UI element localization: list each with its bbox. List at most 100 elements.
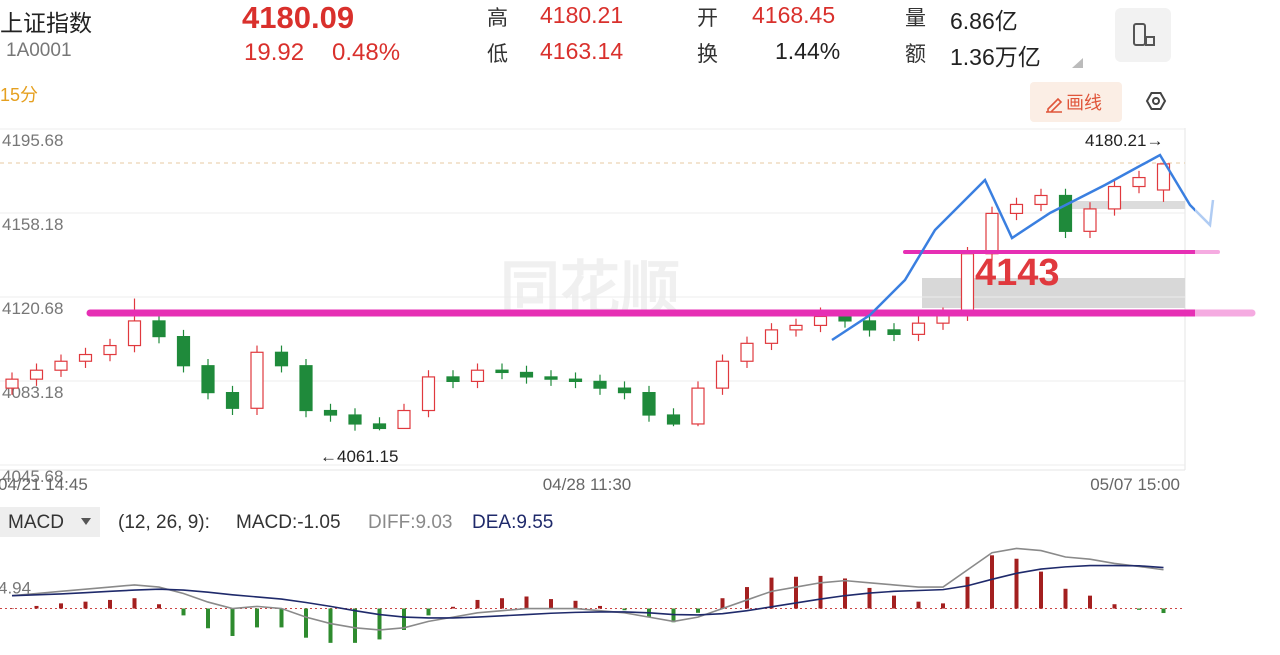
- macd-bar: [181, 608, 186, 616]
- candle-body: [593, 380, 607, 389]
- macd-bar: [132, 598, 137, 609]
- candle-body: [299, 365, 313, 412]
- macd-bar: [377, 608, 382, 640]
- macd-bar: [304, 608, 308, 638]
- stat-label: 高: [487, 7, 508, 30]
- macd-line: [11, 547, 1164, 631]
- change: 19.92: [244, 39, 305, 66]
- stat-value: 4168.45: [752, 2, 836, 28]
- macd-bar: [720, 598, 725, 609]
- settings[interactable]: [1145, 92, 1167, 110]
- indicator-params: (12, 26, 9):: [118, 512, 210, 533]
- macd-bar: [34, 605, 39, 609]
- macd-bar: [696, 608, 700, 613]
- candle-body: [103, 344, 117, 356]
- candle-body: [519, 371, 534, 378]
- macd-bar: [353, 608, 357, 643]
- candle-body: [1009, 203, 1024, 215]
- indicator-select[interactable]: [0, 507, 100, 537]
- y-tick-label: 4045.68: [2, 467, 63, 486]
- candle-body: [568, 378, 583, 383]
- candle-body: [152, 320, 166, 338]
- macd-bar: [745, 587, 749, 609]
- candle-body: [789, 324, 803, 331]
- layout-button[interactable]: [1115, 8, 1171, 62]
- macd-bar: [916, 601, 921, 609]
- macd-bar: [426, 608, 431, 616]
- candle-body: [887, 329, 901, 335]
- candle-body: [421, 376, 436, 412]
- candle-body: [1034, 194, 1048, 206]
- candle-body: [666, 414, 681, 425]
- candle-body: [397, 409, 411, 430]
- legend-entry: DEA:9.55: [472, 512, 553, 533]
- candle-body: [838, 315, 852, 322]
- candle-body: [470, 369, 485, 383]
- draw-label[interactable]: 画线: [1066, 93, 1102, 113]
- macd-bar: [990, 555, 994, 609]
- macd-bar: [941, 603, 945, 609]
- macd-bar: [549, 599, 553, 609]
- candle-body: [691, 387, 705, 425]
- macd-bar: [573, 600, 578, 609]
- x-tick-label: 04/21 14:45: [0, 475, 88, 494]
- macd-bar: [843, 578, 847, 609]
- candle-body: [1107, 185, 1122, 210]
- candle-body: [323, 409, 338, 416]
- candle-body: [960, 253, 975, 315]
- icon: [1133, 23, 1155, 46]
- macd-bar: [451, 606, 455, 609]
- candle-body: [985, 212, 999, 255]
- macd-bar: [402, 608, 406, 630]
- candle-body: [54, 360, 68, 371]
- candle-body: [862, 320, 877, 331]
- macd-bar: [622, 608, 627, 611]
- macd-bar: [83, 601, 88, 609]
- candle-body: [176, 336, 191, 367]
- y-tick-label: 4.94: [0, 578, 31, 597]
- candle-body: [1058, 194, 1073, 232]
- stat-label: 额: [905, 43, 926, 66]
- macd-bar: [1161, 608, 1166, 614]
- macd-bar: [818, 575, 823, 609]
- candle-body: [740, 342, 754, 362]
- stat-label: 开: [697, 7, 718, 30]
- macd-bar: [230, 608, 235, 636]
- macd-bar: [59, 603, 63, 609]
- stat-label: 低: [487, 43, 508, 66]
- candle-body: [544, 376, 558, 380]
- indicator-name: MACD: [8, 512, 64, 533]
- y-tick-label: 4120.68: [2, 299, 63, 318]
- candle-body: [617, 387, 632, 394]
- change-pct: 0.48%: [332, 39, 401, 66]
- macd-bar: [524, 596, 529, 609]
- macd-bar: [892, 595, 896, 609]
- x-tick-label: 05/07 15:00: [1090, 475, 1180, 494]
- macd-bar: [1063, 588, 1068, 609]
- macd-bar: [1137, 608, 1141, 610]
- candle-body: [1132, 176, 1146, 188]
- macd-line: [11, 564, 1164, 619]
- macd-bar: [794, 576, 798, 609]
- macd-bar: [1014, 558, 1019, 609]
- macd-bar: [965, 576, 970, 609]
- y-tick-label: 4195.68: [2, 131, 63, 150]
- annotation: 4143: [975, 252, 1060, 294]
- macd-bar: [10, 608, 14, 610]
- macd-bar: [1088, 595, 1092, 609]
- stat-value: 4163.14: [540, 38, 624, 64]
- candle-body: [642, 392, 656, 416]
- period[interactable]: 15分: [0, 85, 38, 105]
- y-tick-label: 4158.18: [2, 215, 63, 234]
- macd-bar: [157, 604, 161, 609]
- price: 4180.09: [242, 0, 355, 35]
- macd-bar: [1112, 604, 1117, 609]
- candle-body: [446, 376, 460, 383]
- x-tick-label: 04/28 11:30: [543, 475, 632, 494]
- candle-body: [201, 365, 215, 394]
- candle-body: [764, 329, 779, 344]
- candle-body: [274, 351, 289, 367]
- candle-body: [225, 392, 240, 409]
